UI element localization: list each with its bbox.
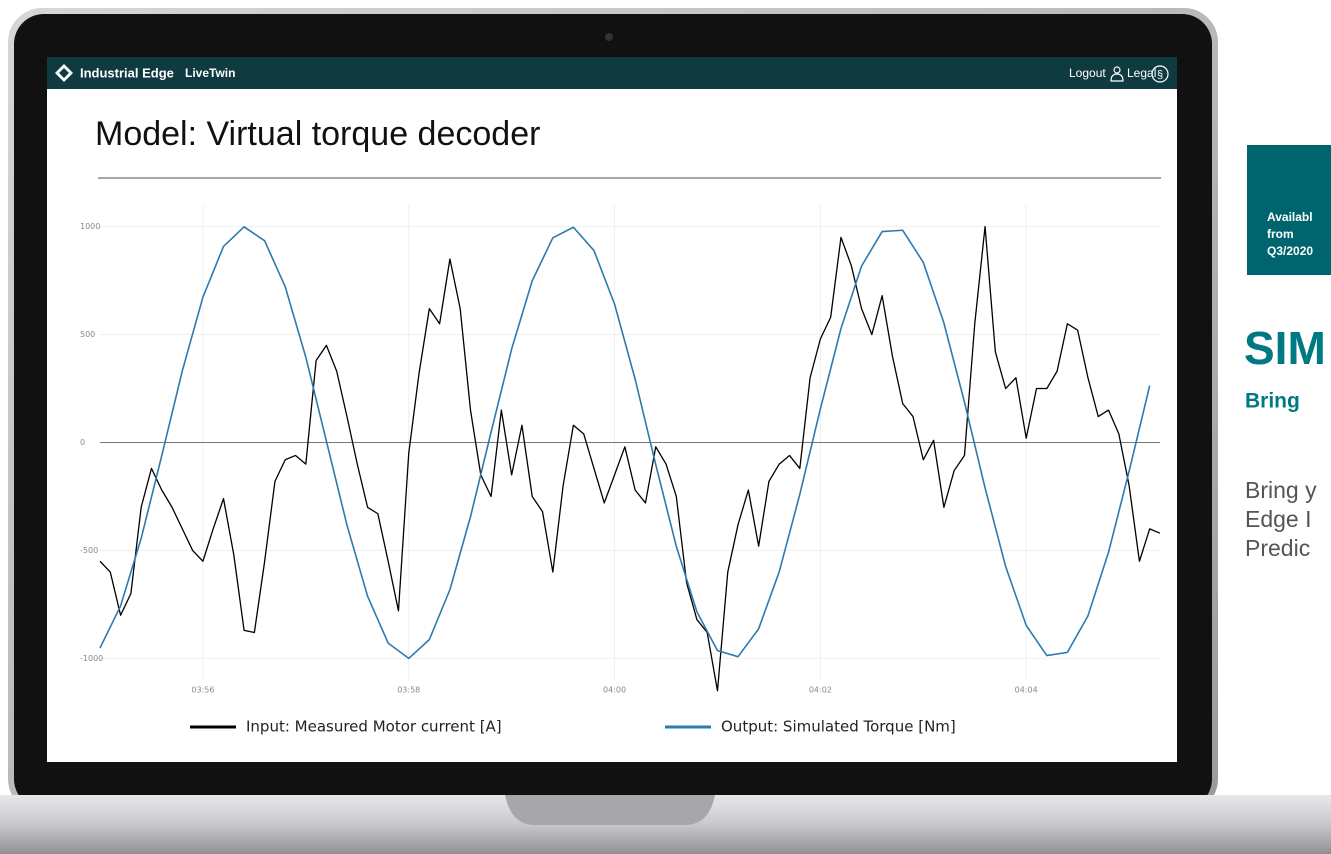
- screen: Industrial Edge LiveTwin Logout Legal § …: [0, 0, 1331, 854]
- side-heading: SIM: [1244, 322, 1326, 374]
- x-tick-label: 04:02: [809, 686, 832, 695]
- page-title: Model: Virtual torque decoder: [95, 115, 540, 153]
- badge-line: Availabl: [1267, 210, 1313, 224]
- side-text: Edge I: [1245, 506, 1312, 532]
- camera: [605, 33, 613, 41]
- side-text: Predic: [1245, 535, 1310, 561]
- display: [47, 57, 1177, 762]
- badge-line: Q3/2020: [1267, 244, 1313, 258]
- legend-label: Input: Measured Motor current [A]: [246, 718, 502, 736]
- x-tick-label: 04:00: [603, 686, 626, 695]
- brand: Industrial Edge: [80, 65, 174, 80]
- y-tick-label: 1000: [80, 222, 100, 231]
- badge-line: from: [1267, 227, 1294, 241]
- side-text: Bring y: [1245, 477, 1317, 503]
- y-tick-label: -1000: [80, 654, 103, 663]
- y-tick-label: 500: [80, 330, 95, 339]
- legend-label: Output: Simulated Torque [Nm]: [721, 718, 956, 736]
- x-tick-label: 04:04: [1015, 686, 1038, 695]
- page: LiveTwin {"header": {"brand": "Industria…: [0, 0, 1331, 854]
- x-tick-label: 03:58: [397, 686, 420, 695]
- y-tick-label: -500: [80, 546, 98, 555]
- logout[interactable]: Logout: [1069, 66, 1106, 80]
- app-name: LiveTwin: [185, 66, 235, 80]
- legal-icon-glyph: §: [1157, 69, 1163, 81]
- laptop-notch: [505, 795, 715, 825]
- y-tick-label: 0: [80, 438, 85, 447]
- x-tick-label: 03:56: [191, 686, 214, 695]
- body: Industrial Edge LiveTwin Logout Legal § …: [0, 0, 1331, 854]
- side-subheading: Bring: [1245, 390, 1300, 413]
